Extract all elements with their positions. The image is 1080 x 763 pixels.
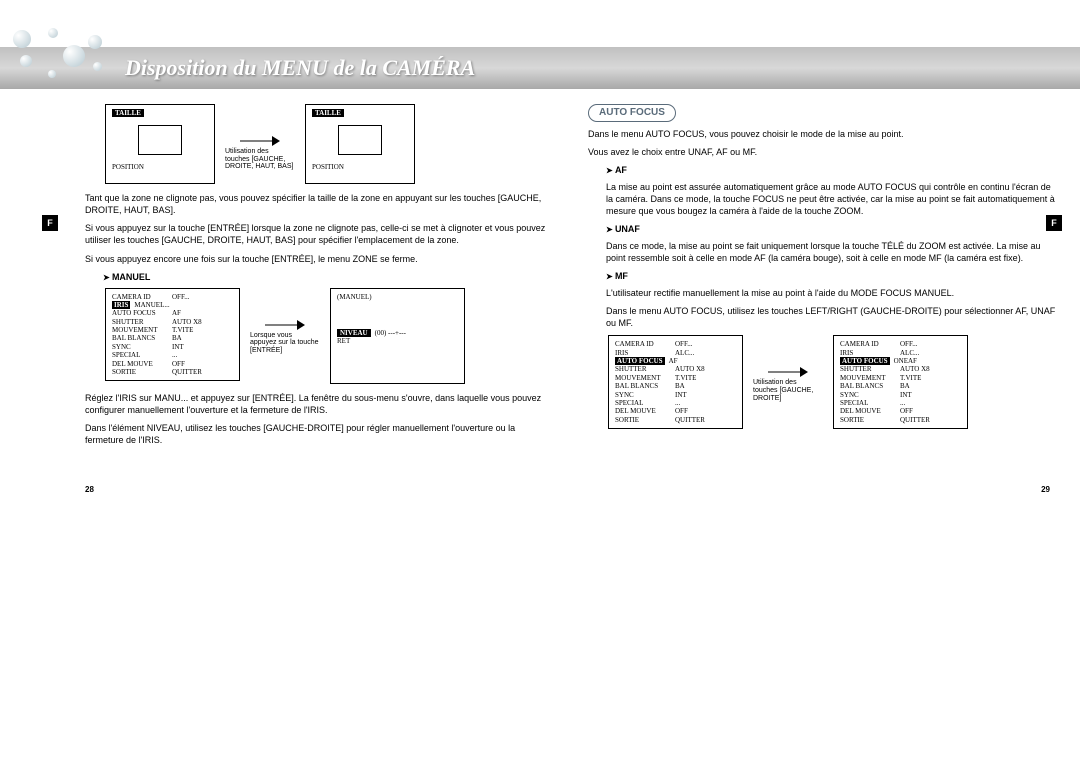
menu-row: BAL BLANCSBA: [615, 382, 736, 390]
right-page: AUTO FOCUS Dans le menu AUTO FOCUS, vous…: [588, 104, 1058, 429]
menu-row: AUTO FOCUSONEAF: [840, 357, 961, 365]
menu-row: SPECIAL...: [615, 399, 736, 407]
page-title: Disposition du MENU de la CAMÉRA: [125, 55, 475, 81]
right-intro-1: Dans le menu AUTO FOCUS, vous pouvez cho…: [588, 128, 1058, 140]
menu-row: DEL MOUVEOFF: [840, 407, 961, 415]
menu-screen-af: CAMERA IDOFF...IRISALC...AUTO FOCUSAFSHU…: [608, 335, 743, 429]
menu-row: CAMERA IDOFF...: [840, 340, 961, 348]
menu-row: BAL BLANCSBA: [840, 382, 961, 390]
menu-row: SPECIAL...: [112, 351, 233, 359]
af-heading: AF: [606, 164, 1058, 177]
menu-row: IRISALC...: [615, 349, 736, 357]
unaf-heading: UNAF: [606, 223, 1058, 236]
menu-row: IRISALC...: [840, 349, 961, 357]
position-label-2: POSITION: [312, 163, 408, 171]
arrow-note-r: Utilisation des touches [GAUCHE, DROITE]: [753, 379, 823, 402]
menu-row: SYNCINT: [112, 343, 233, 351]
menu-row: AUTO FOCUSAF: [112, 309, 233, 317]
menu-row: SYNCINT: [840, 391, 961, 399]
menu-row: CAMERA IDOFF...: [615, 340, 736, 348]
taille-label-2: TAILLE: [312, 109, 344, 117]
menu-row: SHUTTERAUTO X8: [840, 365, 961, 373]
left-para-4: Réglez l'IRIS sur MANU... et appuyez sur…: [85, 392, 555, 416]
left-page: TAILLE POSITION Utilisation des touches …: [85, 104, 555, 452]
menu-row: BAL BLANCSBA: [112, 334, 233, 342]
menu-row: SHUTTERAUTO X8: [112, 318, 233, 326]
mf-heading: MF: [606, 270, 1058, 283]
manuel-heading: MANUEL: [103, 271, 555, 284]
arrow-right-icon: [240, 134, 280, 148]
arrow-note-1: Utilisation des touches [GAUCHE, DROITE,…: [225, 148, 295, 171]
taille-screen-2: TAILLE POSITION: [305, 104, 415, 184]
arrow-right-icon: [768, 365, 808, 379]
menu-row: DEL MOUVEOFF: [615, 407, 736, 415]
header-band: Disposition du MENU de la CAMÉRA: [0, 47, 1080, 89]
mf-body-2: Dans le menu AUTO FOCUS, utilisez les to…: [606, 305, 1058, 329]
menu-row: SHUTTERAUTO X8: [615, 365, 736, 373]
menu-row: DEL MOUVEOFF: [112, 360, 233, 368]
menu-row: SORTIEQUITTER: [112, 368, 233, 376]
left-para-5: Dans l'élément NIVEAU, utilisez les touc…: [85, 422, 555, 446]
mf-body-1: L'utilisateur rectifie manuellement la m…: [606, 287, 1058, 299]
taille-label-1: TAILLE: [112, 109, 144, 117]
menu-row: IRISMANUEL...: [112, 301, 233, 309]
menu-row: SORTIEQUITTER: [840, 416, 961, 424]
menu-row: SORTIEQUITTER: [615, 416, 736, 424]
arrow-note-2: Lorsque vous appuyez sur la touche [ENTR…: [250, 332, 320, 355]
manuel-sub-title: (MANUEL): [337, 293, 458, 301]
right-intro-2: Vous avez le choix entre UNAF, AF ou MF.: [588, 146, 1058, 158]
menu-row: CAMERA IDOFF...: [112, 293, 233, 301]
taille-screen-1: TAILLE POSITION: [105, 104, 215, 184]
ret-label: RET: [337, 337, 458, 345]
menu-row: MOUVEMENTT.VITE: [840, 374, 961, 382]
af-body: La mise au point est assurée automatique…: [606, 181, 1058, 217]
page-number-right: 29: [1041, 485, 1050, 494]
menu-row: SPECIAL...: [840, 399, 961, 407]
menu-screen-iris: CAMERA IDOFF...IRISMANUEL...AUTO FOCUSAF…: [105, 288, 240, 382]
position-label-1: POSITION: [112, 163, 208, 171]
unaf-body: Dans ce mode, la mise au point se fait u…: [606, 240, 1058, 264]
autofocus-badge: AUTO FOCUS: [588, 104, 676, 122]
menu-screen-manuel: (MANUEL) NIVEAU (00) ---+--- RET: [330, 288, 465, 384]
page-number-left: 28: [85, 485, 94, 494]
menu-row: SYNCINT: [615, 391, 736, 399]
decorative-bubbles: [8, 20, 118, 90]
menu-row: AUTO FOCUSAF: [615, 357, 736, 365]
lang-tab-left: F: [42, 215, 58, 231]
left-para-2: Si vous appuyez sur la touche [ENTRÉE] l…: [85, 222, 555, 246]
menu-row: MOUVEMENTT.VITE: [615, 374, 736, 382]
niveau-label: NIVEAU: [337, 329, 371, 337]
left-para-1: Tant que la zone ne clignote pas, vous p…: [85, 192, 555, 216]
arrow-right-icon: [265, 318, 305, 332]
left-para-3: Si vous appuyez encore une fois sur la t…: [85, 253, 555, 265]
menu-screen-oneaf: CAMERA IDOFF...IRISALC...AUTO FOCUSONEAF…: [833, 335, 968, 429]
niveau-value: (00) ---+---: [375, 329, 406, 337]
menu-row: MOUVEMENTT.VITE: [112, 326, 233, 334]
